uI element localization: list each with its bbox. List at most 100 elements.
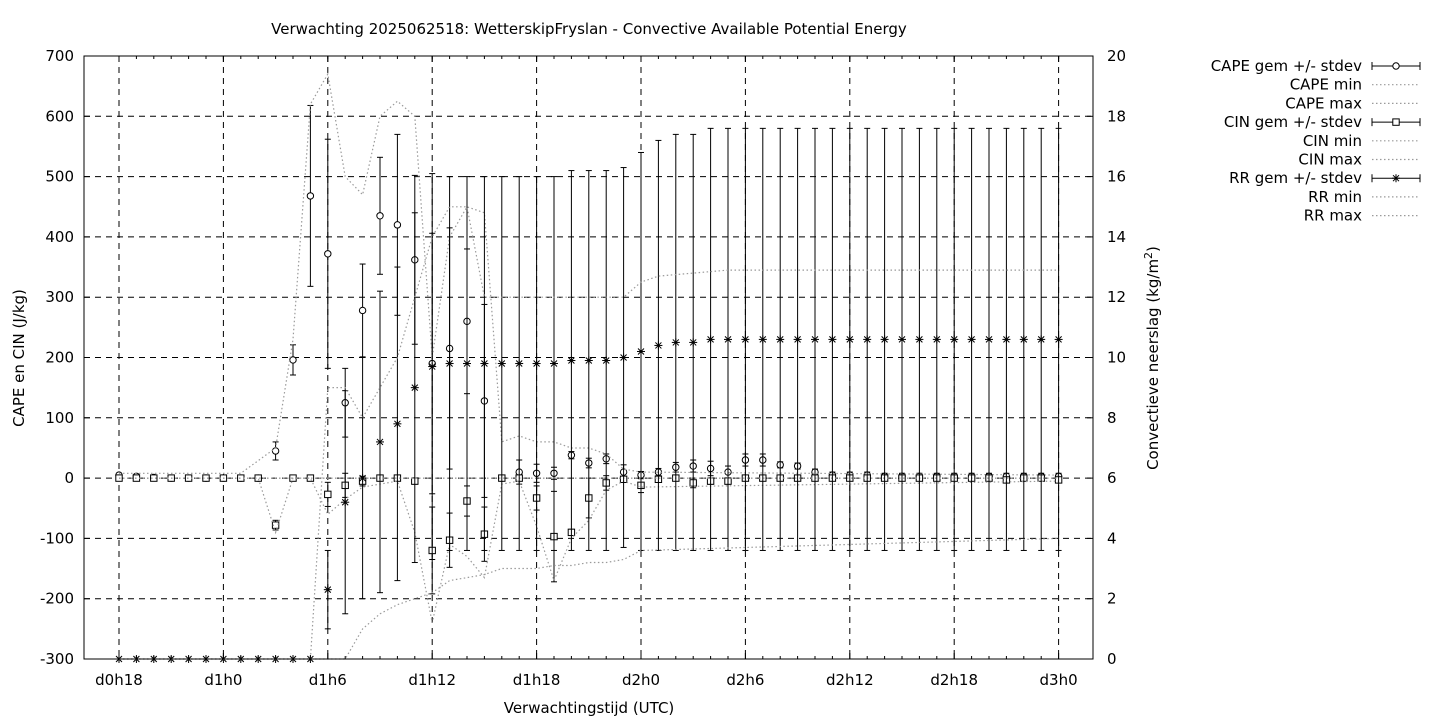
y2-tick-label: 16 (1107, 168, 1126, 186)
y-tick-label: 500 (45, 168, 74, 186)
y2-axis-label-main: Convectieve neerslag (kg/m (1144, 259, 1162, 470)
rr-mean-point (932, 335, 941, 344)
y2-axis-label-end: ) (1144, 246, 1162, 252)
legend-entry-cin-gem-stdev: CIN gem +/- stdev (1224, 113, 1421, 131)
y2-tick-label: 0 (1107, 650, 1117, 668)
cin-mean-point (324, 490, 332, 499)
rr-mean-point (1019, 335, 1028, 344)
cape-mean-point (1392, 62, 1400, 70)
cape-mean-point (324, 250, 332, 258)
y2-tick-label: 10 (1107, 349, 1126, 367)
rr-mean-point (967, 335, 976, 344)
rr-mean-point (880, 335, 889, 344)
y-tick-label: 200 (45, 349, 74, 367)
rr-mean-point (341, 498, 350, 507)
y-tick-label: 700 (45, 47, 74, 65)
legend-entry-cape-min: CAPE min (1290, 76, 1420, 94)
rr-mean-point (898, 335, 906, 344)
y2-axis-label: Convectieve neerslag (kg/m2) (1142, 246, 1162, 470)
axes: d0h18 d1h0 d1h6 d1h12 d1h18 d2h0 d2h6 d2h12 d2h1… (40, 47, 1126, 689)
rr-mean-point (793, 335, 802, 344)
rr-mean-point (689, 338, 698, 347)
rr-mean-point (915, 335, 924, 344)
y2-tick-label: 4 (1107, 529, 1117, 547)
rr-mean-point (828, 335, 837, 344)
y-tick-label: 600 (45, 107, 74, 125)
y-tick-label: 300 (45, 288, 74, 306)
legend-label: CIN max (1298, 151, 1362, 169)
legend-label: RR gem +/- stdev (1229, 169, 1362, 187)
rr-mean-point (584, 356, 593, 365)
rr-mean-point (602, 356, 611, 365)
legend-label: RR min (1308, 188, 1362, 206)
legend-label: CIN gem +/- stdev (1224, 113, 1362, 131)
legend-entry-cape-max: CAPE max (1285, 94, 1420, 112)
rr-mean-point (567, 356, 576, 365)
legend-label: CIN min (1303, 132, 1362, 150)
legend-entry-rr-min: RR min (1308, 188, 1420, 206)
rr-mean-point (637, 347, 645, 356)
line-rr-min (119, 537, 1059, 660)
legend-entry-cin-min: CIN min (1303, 132, 1420, 150)
y-tick-label: 100 (45, 409, 74, 427)
series-layer (115, 72, 1063, 663)
rr-mean-point (515, 359, 524, 368)
rr-mean-point (671, 338, 680, 347)
y-tick-label: 400 (45, 228, 74, 246)
y2-axis-label-sup: 2 (1142, 252, 1155, 259)
rr-mean-point (985, 335, 993, 344)
rr-mean-point (463, 359, 471, 368)
rr-mean-point (863, 335, 872, 344)
cape-mean-point (358, 306, 367, 315)
rr-mean-point (706, 335, 715, 344)
rr-mean-point (445, 359, 454, 368)
rr-mean-point (497, 359, 506, 368)
y-axis-label: CAPE en CIN (J/kg) (10, 289, 28, 427)
rr-mean-point (532, 359, 541, 368)
y-tick-label: -100 (40, 529, 74, 547)
rr-mean-point (724, 335, 732, 344)
y2-tick-label: 12 (1107, 288, 1126, 306)
y-tick-label: -200 (40, 590, 74, 608)
y2-tick-label: 18 (1107, 107, 1126, 125)
y2-tick-label: 2 (1107, 590, 1117, 608)
rr-mean-point (654, 341, 663, 350)
rr-mean-point (550, 359, 558, 368)
series-rr-gem-stdev (115, 127, 1063, 663)
legend-label: CAPE min (1290, 76, 1362, 94)
cape-mean-point (289, 356, 297, 364)
x-tick-label: d2h0 (622, 671, 660, 689)
cin-mean-point (1392, 118, 1400, 126)
cape-mean-point (376, 212, 384, 220)
cin-mean-point (202, 474, 210, 482)
y-tick-label: 0 (64, 469, 74, 487)
rr-mean-point (758, 335, 767, 344)
legend-entry-rr-gem-stdev: RR gem +/- stdev (1229, 169, 1421, 187)
rr-mean-point (323, 585, 332, 594)
rr-mean-point (950, 335, 959, 344)
chart-title: Verwachting 2025062518: WetterskipFrysla… (271, 20, 907, 38)
x-tick-label: d1h18 (513, 671, 561, 689)
x-tick-label: d1h6 (309, 671, 347, 689)
series-rr-min (119, 537, 1059, 660)
legend-entry-rr-max: RR max (1304, 207, 1420, 225)
y-tick-label: -300 (40, 650, 74, 668)
rr-mean-point (1392, 174, 1400, 183)
legend-entry-cape-gem-stdev: CAPE gem +/- stdev (1211, 57, 1421, 75)
x-tick-label: d2h18 (930, 671, 978, 689)
rr-mean-point (393, 419, 402, 428)
cape-mean-point (306, 192, 315, 200)
x-tick-label: d2h6 (726, 671, 764, 689)
cin-mean-point (184, 474, 193, 482)
rr-mean-point (428, 362, 437, 371)
cape-mean-point (393, 221, 402, 229)
rr-mean-point (376, 437, 384, 446)
rr-mean-point (776, 335, 785, 344)
x-tick-label: d1h12 (408, 671, 456, 689)
rr-mean-point (480, 359, 489, 368)
x-tick-label: d1h0 (204, 671, 242, 689)
x-tick-label: d2h12 (826, 671, 874, 689)
rr-mean-point (1037, 335, 1046, 344)
